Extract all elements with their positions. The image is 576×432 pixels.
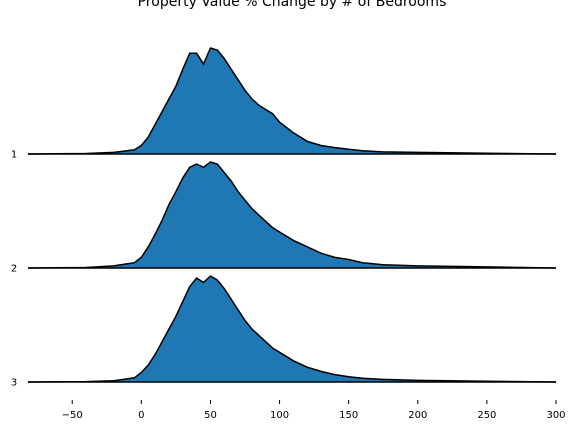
x-axis: −50 0 50 100 150 200 250 300: [62, 400, 566, 421]
category-label-3: 3: [11, 378, 17, 389]
ridge-2: 2: [11, 161, 557, 275]
category-label-2: 2: [11, 264, 17, 275]
x-tick-label: 200: [408, 410, 427, 421]
x-tick-label: −50: [62, 410, 83, 421]
x-tick-label: 300: [546, 410, 565, 421]
category-label-1: 1: [11, 150, 17, 161]
ridge-outline-1: [27, 47, 557, 155]
ridge-area-1: [28, 48, 556, 154]
ridge-outline-2: [27, 161, 557, 269]
chart-title: Property Value % Change by # of Bedrooms: [138, 0, 447, 10]
ridge-area-3: [28, 276, 556, 382]
ridge-area-2: [28, 162, 556, 268]
x-tick-label: 150: [339, 410, 358, 421]
x-tick-label: 50: [204, 410, 217, 421]
ridge-3: 3: [11, 275, 557, 389]
x-tick-label: 250: [477, 410, 496, 421]
ridges-layer: 1 2 3: [11, 47, 557, 389]
x-tick-label: 0: [138, 410, 144, 421]
ridge-1: 1: [11, 47, 557, 161]
x-tick-label: 100: [270, 410, 289, 421]
ridge-outline-3: [27, 275, 557, 383]
